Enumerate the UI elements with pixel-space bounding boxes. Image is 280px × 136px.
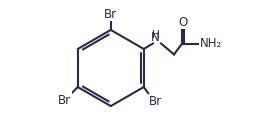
Text: Br: Br bbox=[149, 95, 162, 108]
Text: H: H bbox=[152, 30, 160, 40]
Text: NH₂: NH₂ bbox=[200, 37, 222, 50]
Text: N: N bbox=[151, 30, 160, 44]
Text: Br: Br bbox=[58, 94, 71, 107]
Text: O: O bbox=[178, 16, 188, 29]
Text: Br: Br bbox=[104, 8, 117, 21]
